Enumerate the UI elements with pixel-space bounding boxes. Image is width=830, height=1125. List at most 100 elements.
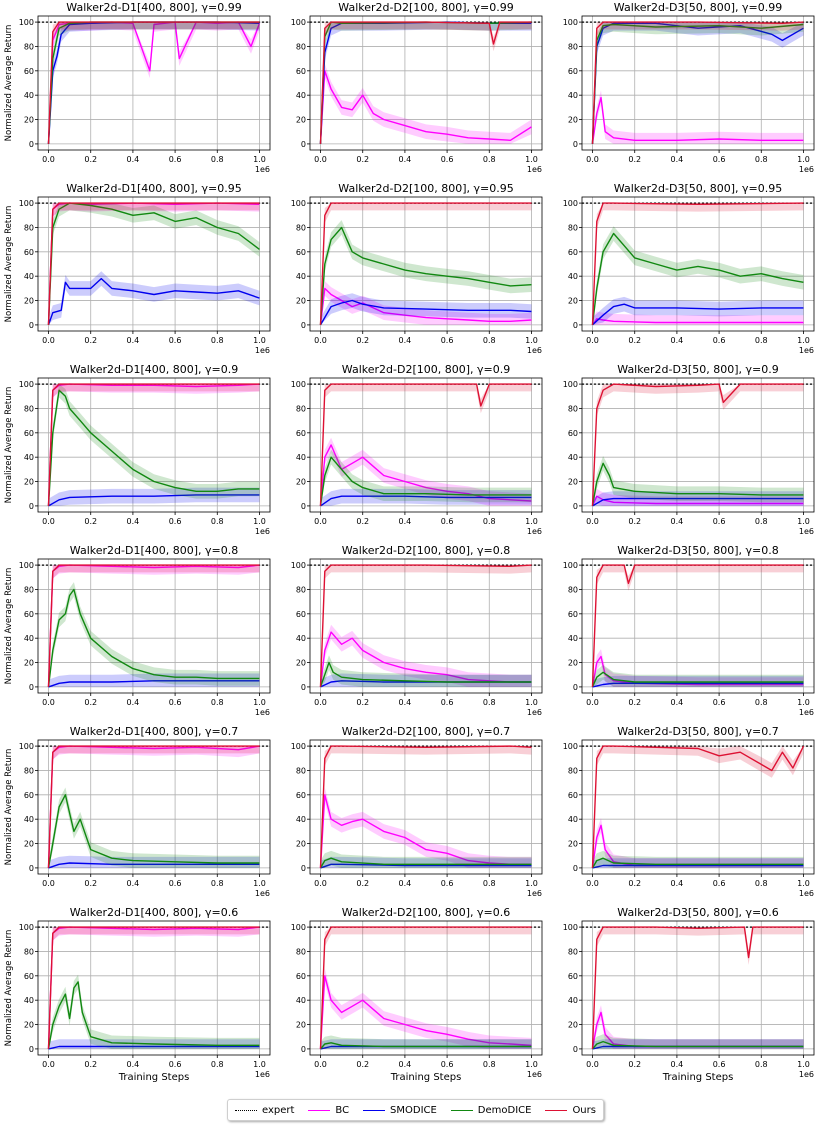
y-tick-label: 20 (296, 116, 306, 125)
series-demodice (591, 671, 804, 688)
y-tick-label: 0 (29, 140, 34, 149)
series-demodice (591, 1040, 804, 1050)
series-smodice (48, 1045, 260, 1050)
x-tick-label: 0.2 (628, 1060, 641, 1069)
series-group (38, 383, 270, 507)
x-tick-label: 0.6 (169, 879, 182, 888)
series-smodice-band (48, 22, 260, 144)
x-offset-label: 1e6 (799, 889, 814, 898)
axes-frame (581, 15, 815, 151)
y-tick-label: 80 (568, 947, 578, 956)
x-axis-label: Training Steps (118, 1072, 190, 1083)
y-tick-label: 0 (573, 140, 578, 149)
series-bc-band (320, 968, 532, 1049)
series-bc (47, 202, 260, 325)
series-group (310, 202, 542, 326)
y-tick-label: 40 (24, 634, 34, 643)
x-tick-label: 0.8 (211, 155, 224, 164)
series-bc (319, 287, 532, 325)
y-axis-label: Normalized Average Return (4, 749, 14, 866)
y-tick-label: 80 (296, 766, 306, 775)
y-tick-label: 20 (296, 297, 306, 306)
y-tick-label: 40 (296, 634, 306, 643)
x-tick-label: 0.4 (399, 336, 412, 345)
y-tick-label: 60 (568, 248, 578, 257)
axes-frame (581, 196, 815, 332)
x-tick-label: 0.4 (127, 698, 140, 707)
y-tick-label: 0 (573, 683, 578, 692)
x-tick-label: 0.8 (211, 879, 224, 888)
subplot-title: Walker2d-D2[100, 800], γ=0.6 (342, 906, 510, 919)
y-tick-label: 100 (19, 561, 34, 570)
series-bc-band (592, 90, 804, 144)
y-tick-label: 0 (573, 321, 578, 330)
y-tick-label: 40 (296, 996, 306, 1005)
series-demodice (591, 857, 804, 869)
x-tick-label: 1.0 (253, 698, 266, 707)
series-group (310, 383, 542, 507)
y-axis-label: Normalized Average Return (4, 930, 14, 1047)
y-tick-label: 0 (301, 140, 306, 149)
x-tick-label: 0.2 (628, 517, 641, 526)
series-group (38, 926, 270, 1050)
y-tick-label: 100 (19, 380, 34, 389)
x-tick-label: 1.0 (253, 336, 266, 345)
axes-frame (309, 377, 543, 513)
x-tick-label: 0.8 (483, 879, 496, 888)
x-tick-label: 0.8 (483, 698, 496, 707)
x-tick-label: 0.2 (356, 155, 369, 164)
x-tick-label: 0.0 (314, 336, 327, 345)
y-tick-label: 80 (24, 585, 34, 594)
legend-label: DemoDICE (477, 1104, 532, 1116)
subplot-title: Walker2d-D2[100, 800], γ=0.99 (338, 1, 513, 14)
x-tick-label: 0.0 (586, 879, 599, 888)
y-tick-label: 40 (24, 91, 34, 100)
series-bc-band (48, 22, 260, 144)
subplot-title: Walker2d-D1[400, 800], γ=0.6 (70, 906, 238, 919)
series-demodice-band (592, 850, 804, 868)
series-demodice-band (48, 203, 260, 325)
x-tick-label: 0.2 (356, 1060, 369, 1069)
x-tick-label: 1.0 (797, 517, 810, 526)
series-ours (47, 745, 260, 868)
x-offset-label: 1e6 (527, 889, 542, 898)
y-tick-label: 40 (568, 272, 578, 281)
series-group (582, 21, 814, 144)
x-tick-label: 0.2 (356, 698, 369, 707)
x-tick-label: 0.8 (755, 155, 768, 164)
series-bc (591, 318, 804, 326)
series-smodice (591, 22, 804, 144)
series-ours (591, 745, 805, 868)
x-tick-label: 0.4 (671, 336, 684, 345)
series-demodice-band (48, 22, 260, 144)
y-tick-label: 0 (29, 502, 34, 511)
series-demodice (319, 857, 532, 869)
y-tick-label: 20 (24, 478, 34, 487)
series-bc (47, 926, 260, 1049)
subplot-0: 0.0 0.2 0.4 0.6 0.8 1.0 0 20 40 60 80 100 1e6 Walker2… (4, 1, 271, 174)
series-demodice (47, 202, 260, 325)
x-tick-label: 0.4 (127, 1060, 140, 1069)
x-tick-label: 0.4 (399, 155, 412, 164)
x-tick-label: 0.4 (671, 155, 684, 164)
series-bc-band (320, 281, 532, 325)
series-smodice (48, 494, 260, 507)
x-tick-label: 0.0 (586, 698, 599, 707)
y-tick-label: 40 (296, 91, 306, 100)
x-tick-label: 1.0 (253, 517, 266, 526)
y-tick-label: 80 (296, 947, 306, 956)
series-group (582, 745, 814, 869)
series-group (582, 202, 814, 326)
x-offset-label: 1e6 (255, 1070, 270, 1079)
series-bc (591, 495, 804, 507)
series-demodice-band (48, 582, 260, 687)
y-tick-label: 80 (24, 766, 34, 775)
y-tick-label: 100 (563, 923, 578, 932)
x-tick-label: 0.4 (399, 517, 412, 526)
y-axis-label: Normalized Average Return (4, 25, 14, 142)
x-offset-label: 1e6 (255, 346, 270, 355)
x-tick-label: 0.8 (755, 879, 768, 888)
x-tick-label: 0.0 (42, 155, 55, 164)
subplot-title: Walker2d-D2[100, 800], γ=0.7 (342, 725, 510, 738)
y-tick-label: 80 (568, 223, 578, 232)
